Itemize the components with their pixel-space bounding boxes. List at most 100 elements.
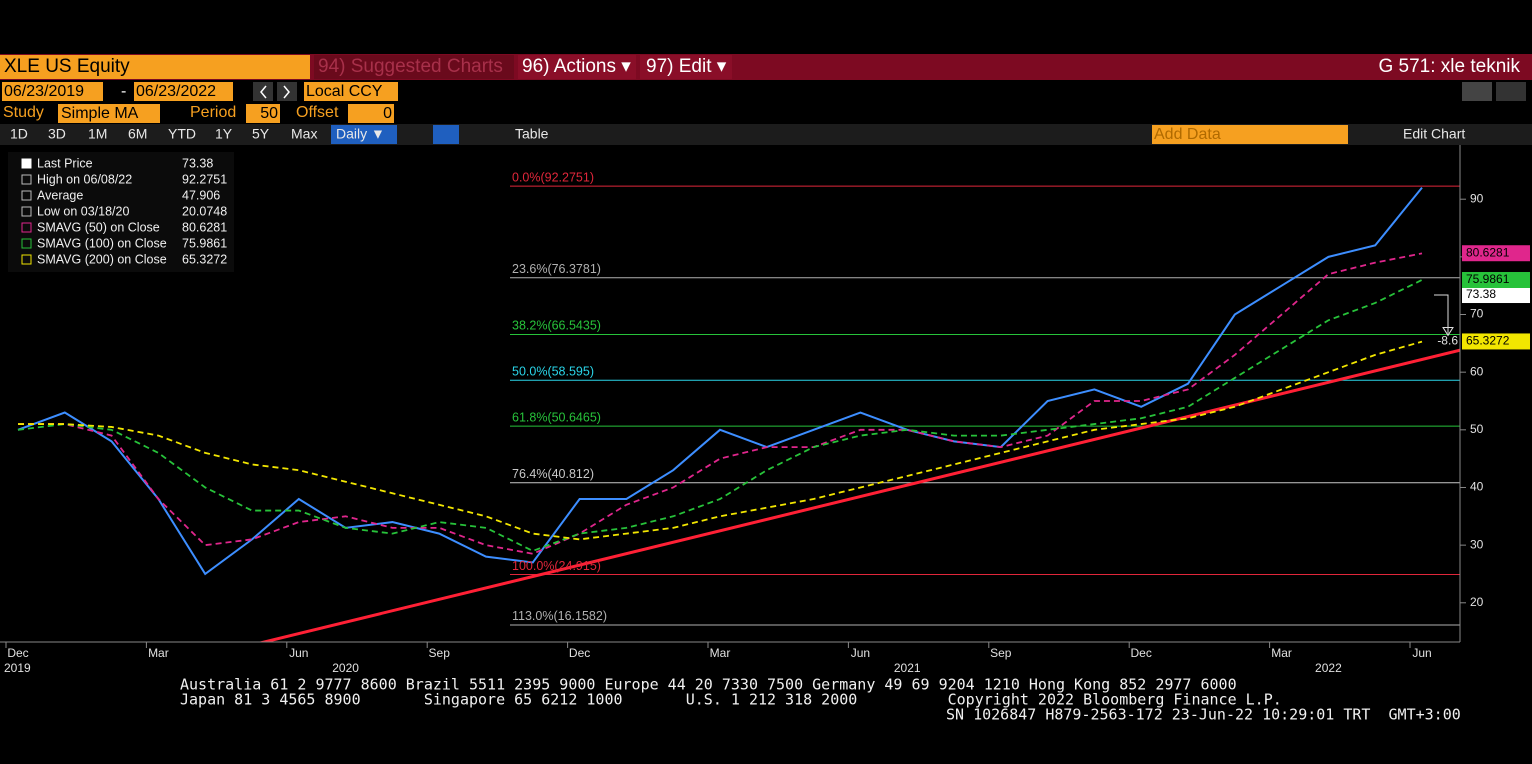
x-tick-label: Mar xyxy=(148,646,169,660)
legend-value: 80.6281 xyxy=(182,220,227,234)
moving-average xyxy=(17,279,1423,552)
table[interactable]: Table xyxy=(515,126,549,142)
offset-field[interactable] xyxy=(348,104,394,123)
fib-label: 113.0%(16.1582) xyxy=(512,609,607,623)
y-tick-label: 70 xyxy=(1470,307,1484,321)
value-tag-label: 75.9861 xyxy=(1466,272,1510,286)
range-button[interactable]: 5Y xyxy=(252,126,270,142)
period-label: Period xyxy=(190,104,236,121)
frequency: Daily ▼ xyxy=(336,126,385,142)
range-button[interactable]: 3D xyxy=(48,126,66,142)
end-date-field[interactable] xyxy=(134,82,233,101)
y-tick-label: 60 xyxy=(1470,364,1484,378)
currency: Local CCY xyxy=(306,83,383,100)
security-box[interactable] xyxy=(0,55,310,79)
x-tick-label: Sep xyxy=(429,646,451,660)
range-button[interactable]: Max xyxy=(291,126,317,142)
prev-button[interactable] xyxy=(253,82,273,101)
add-data-field[interactable] xyxy=(1152,125,1348,144)
edit-button[interactable] xyxy=(640,55,732,79)
legend-swatch xyxy=(21,222,32,233)
x-tick-label: Dec xyxy=(7,646,28,660)
x-tick-label: Dec xyxy=(569,646,590,660)
legend-swatch xyxy=(21,190,32,201)
fib-label: 50.0%(58.595) xyxy=(512,365,594,379)
security: XLE US Equity xyxy=(4,56,130,77)
value-tag xyxy=(1462,271,1530,288)
price-line xyxy=(17,187,1423,576)
y-tick-label: 50 xyxy=(1470,422,1484,436)
x-tick-label: Mar xyxy=(710,646,731,660)
legend-swatch xyxy=(21,174,32,185)
y-tick-label: 30 xyxy=(1470,537,1484,551)
actions-button[interactable] xyxy=(518,55,636,79)
year-label: 2020 xyxy=(332,661,359,675)
edit: 97) Edit ▾ xyxy=(646,56,727,77)
range-button[interactable]: 1D xyxy=(10,126,28,142)
study: Simple MA xyxy=(61,105,139,122)
y-tick-label: 90 xyxy=(1470,191,1484,205)
x-tick-label: Mar xyxy=(1271,646,1292,660)
fib-label: 38.2%(66.5435) xyxy=(512,319,601,333)
y-tick-label: 20 xyxy=(1470,595,1484,609)
annotation-arrow xyxy=(1434,294,1454,337)
trendline xyxy=(257,348,1460,642)
legend-value: 20.0748 xyxy=(182,204,227,218)
range-button[interactable]: 1Y xyxy=(215,126,233,142)
period: 50 xyxy=(260,105,278,122)
value-tag-label: 80.6281 xyxy=(1466,245,1510,259)
actions: 96) Actions ▾ xyxy=(522,56,631,77)
currency-field[interactable] xyxy=(304,82,398,101)
start-date: 06/23/2019 xyxy=(4,83,84,100)
y-tick-label: 40 xyxy=(1470,480,1484,494)
chart-name: G 571: xle teknik xyxy=(1378,56,1520,77)
legend-swatch xyxy=(21,206,32,217)
period-field[interactable] xyxy=(246,104,280,123)
fib-label: 61.8%(50.6465) xyxy=(512,410,601,424)
year-label: 2021 xyxy=(894,661,921,675)
x-tick-label: Jun xyxy=(289,646,308,660)
x-tick-label: Dec xyxy=(1131,646,1152,660)
fib-label: 100.0%(24.915) xyxy=(512,559,601,573)
moving-average xyxy=(18,252,1423,555)
legend-swatch xyxy=(21,158,32,169)
plot-area xyxy=(17,185,1460,642)
chart-type-button[interactable] xyxy=(433,125,459,144)
value-tag xyxy=(1462,287,1530,304)
value-tag xyxy=(1462,333,1530,350)
end-date: 06/23/2022 xyxy=(136,83,216,100)
study-field[interactable] xyxy=(58,104,160,123)
legend-value: 73.38 xyxy=(182,156,213,170)
fib-label: 76.4%(40.812) xyxy=(512,467,594,481)
range-button[interactable]: YTD xyxy=(168,126,196,142)
value-tag xyxy=(1462,245,1530,262)
suggested-charts: 94) Suggested Charts xyxy=(318,56,503,77)
legend-swatch xyxy=(21,254,32,265)
edit-chart[interactable]: Edit Chart xyxy=(1403,126,1465,142)
value-tag-label: 65.3272 xyxy=(1466,334,1510,348)
fib-label: 23.6%(76.3781) xyxy=(512,262,601,276)
range-button[interactable]: 6M xyxy=(128,126,147,142)
footer-line: Japan 81 3 4565 8900 Singapore 65 6212 1… xyxy=(180,691,1282,709)
offset: 0 xyxy=(383,105,392,122)
next-button[interactable] xyxy=(277,82,297,101)
start-date-field[interactable] xyxy=(2,82,103,101)
x-tick-label: Jun xyxy=(1412,646,1431,660)
suggested-button[interactable] xyxy=(314,55,514,79)
range-button[interactable]: 1M xyxy=(88,126,107,142)
frequency-button[interactable] xyxy=(331,125,397,144)
value-tag-label: 73.38 xyxy=(1466,287,1496,301)
undo-button[interactable] xyxy=(1462,82,1492,101)
footer-line: Australia 61 2 9777 8600 Brazil 5511 239… xyxy=(180,676,1237,694)
annotation: -8.6 xyxy=(1437,334,1458,348)
legend-value: 47.906 xyxy=(182,188,220,202)
date-dash: - xyxy=(121,83,126,100)
legend-value: 65.3272 xyxy=(182,252,227,266)
redo-button[interactable] xyxy=(1496,82,1526,101)
x-tick-label: Jun xyxy=(851,646,870,660)
offset-label: Offset xyxy=(296,104,339,121)
legend-label: Last Price xyxy=(37,156,93,170)
arrows xyxy=(260,85,290,99)
